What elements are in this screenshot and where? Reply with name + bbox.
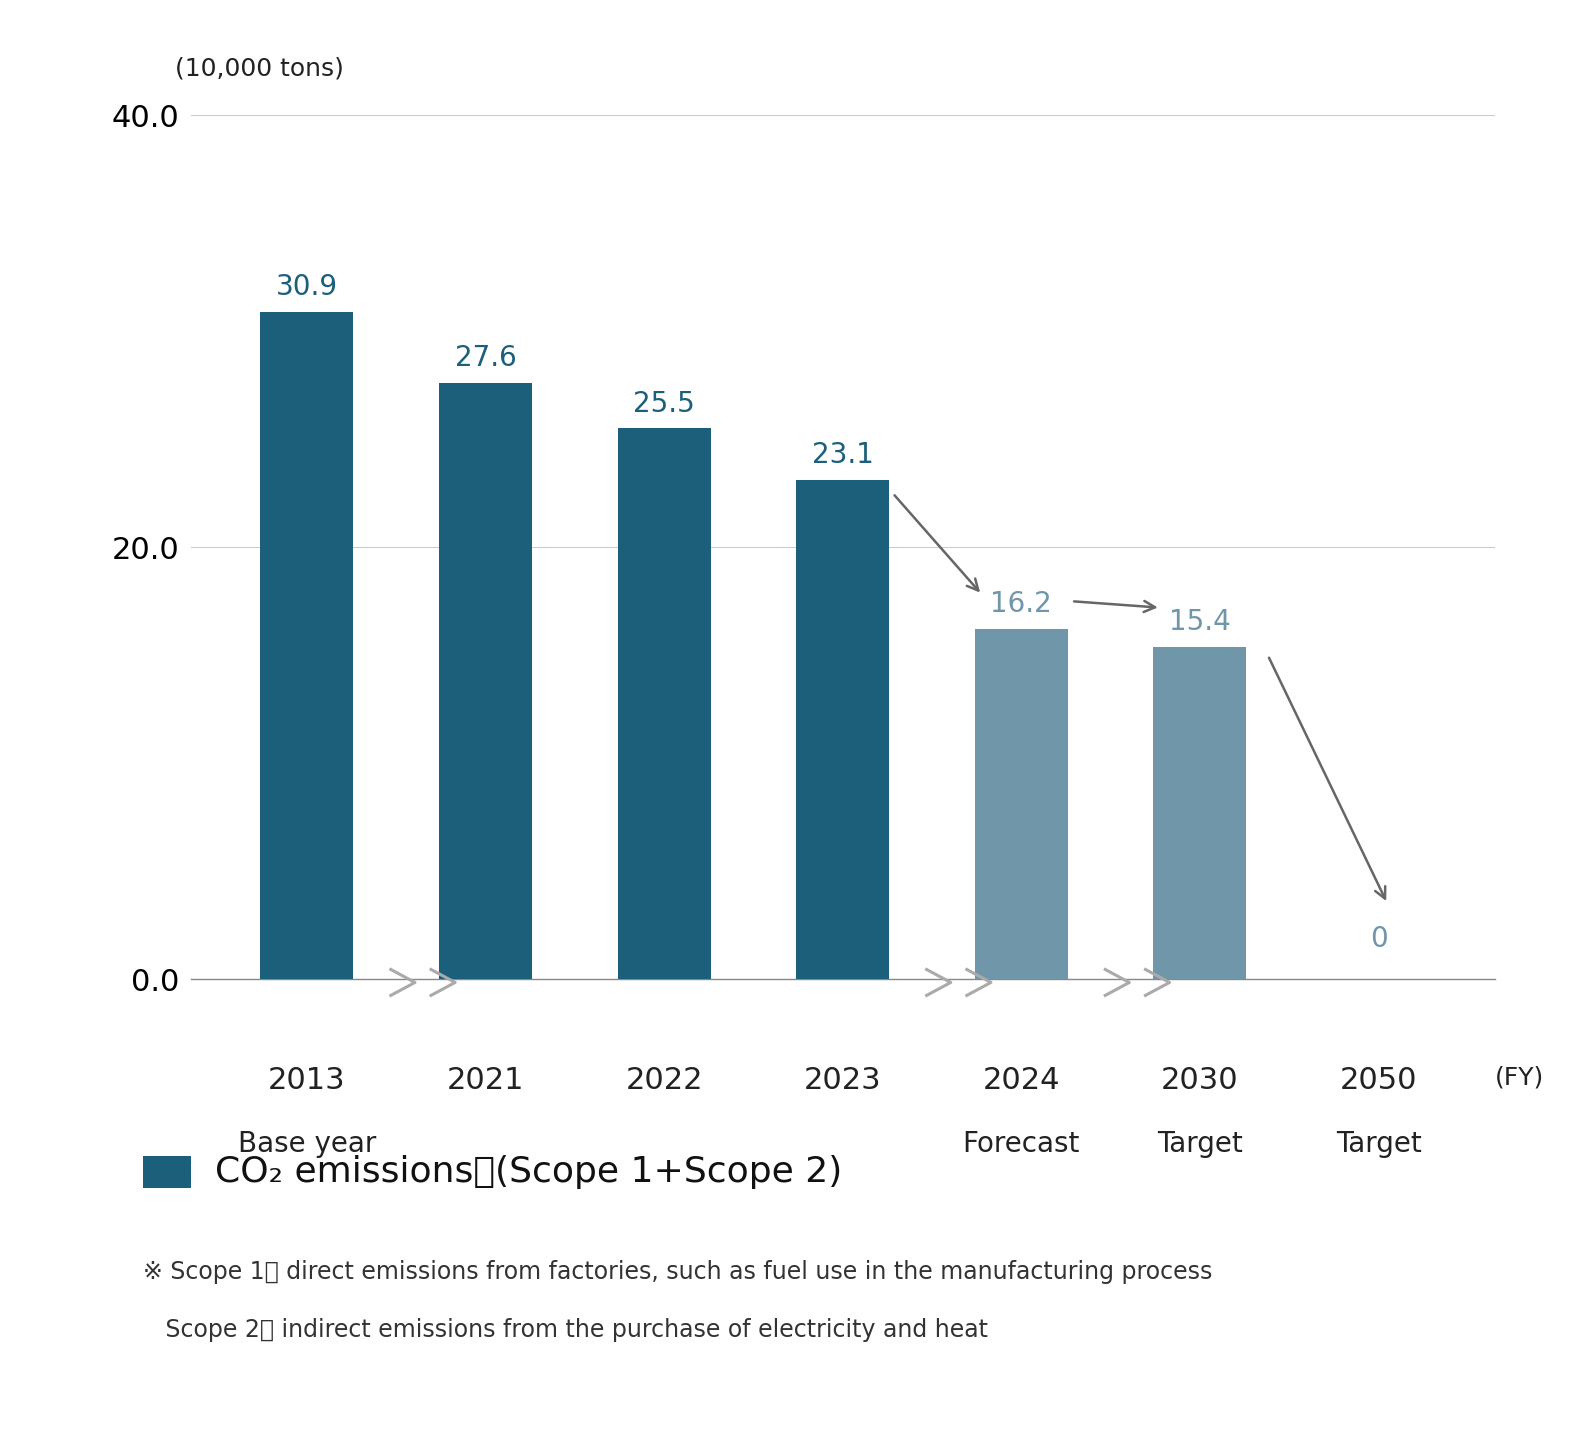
Bar (261, 311, 353, 979)
Text: 25.5: 25.5 (633, 390, 695, 418)
Text: 2024: 2024 (983, 1066, 1061, 1094)
Bar (439, 383, 533, 979)
Text: CO₂ emissions　(Scope 1+Scope 2): CO₂ emissions (Scope 1+Scope 2) (215, 1155, 841, 1189)
Bar (797, 481, 889, 979)
Text: Target: Target (1336, 1130, 1421, 1158)
Text: 2013: 2013 (269, 1066, 345, 1094)
Text: 30.9: 30.9 (275, 274, 339, 301)
Text: ※ Scope 1： direct emissions from factories, such as fuel use in the manufacturin: ※ Scope 1： direct emissions from factori… (143, 1260, 1213, 1284)
Text: Scope 2： indirect emissions from the purchase of electricity and heat: Scope 2： indirect emissions from the pur… (143, 1318, 987, 1342)
Text: Forecast: Forecast (962, 1130, 1080, 1158)
Text: (FY): (FY) (1495, 1066, 1544, 1090)
Text: 2050: 2050 (1340, 1066, 1417, 1094)
Text: 23.1: 23.1 (812, 442, 873, 469)
Text: 0: 0 (1369, 926, 1388, 953)
Bar (617, 428, 711, 979)
Text: 27.6: 27.6 (455, 344, 517, 372)
Text: 2022: 2022 (625, 1066, 703, 1094)
Bar (1153, 647, 1247, 979)
Text: Base year: Base year (237, 1130, 377, 1158)
Text: Target: Target (1158, 1130, 1243, 1158)
Text: (10,000 tons): (10,000 tons) (175, 56, 343, 81)
Bar (975, 629, 1068, 979)
Text: 15.4: 15.4 (1169, 608, 1231, 636)
Text: 2023: 2023 (805, 1066, 881, 1094)
Text: 2030: 2030 (1161, 1066, 1239, 1094)
Text: 16.2: 16.2 (991, 590, 1053, 619)
Text: 2021: 2021 (447, 1066, 525, 1094)
